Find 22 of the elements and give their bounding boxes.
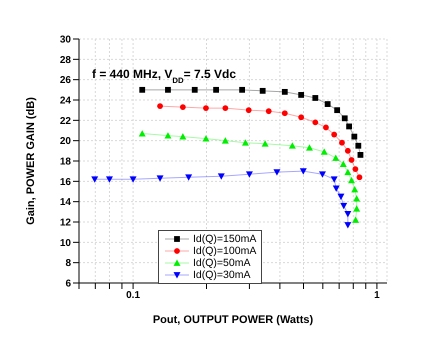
y-tick-label: 8 (65, 258, 72, 270)
annotation: f = 440 MHz, V$_{DD}$= 7.5 Vdc (92, 67, 236, 84)
legend-label: Id(Q)=50mA (193, 257, 250, 269)
y-tick-label: 18 (60, 156, 72, 168)
y-tick-label: 20 (60, 136, 72, 148)
x-tick-label: 0.1 (126, 290, 140, 302)
y-tick-label: 14 (60, 197, 72, 208)
x-axis-title: Pout, OUTPUT POWER (Watts) (152, 314, 314, 326)
y-tick-label: 16 (60, 176, 72, 188)
x-tick-label: 1 (374, 290, 380, 302)
legend-label: Id(Q)=150mA (193, 233, 256, 245)
y-tick-label: 6 (65, 278, 72, 290)
y-tick-label: 22 (60, 116, 72, 127)
y-tick-label: 12 (60, 218, 72, 229)
legend-label: Id(Q)=30mA (193, 269, 250, 281)
y-tick-label: 26 (60, 75, 72, 86)
legend-label: Id(Q)=100mA (193, 245, 256, 257)
y-tick-label: 10 (60, 238, 72, 249)
y-tick-label: 28 (60, 54, 72, 66)
y-tick-label: 30 (60, 34, 72, 46)
y-tick-label: 24 (60, 96, 72, 107)
y-axis-title: Gain, POWER GAIN (dB) (24, 96, 37, 225)
